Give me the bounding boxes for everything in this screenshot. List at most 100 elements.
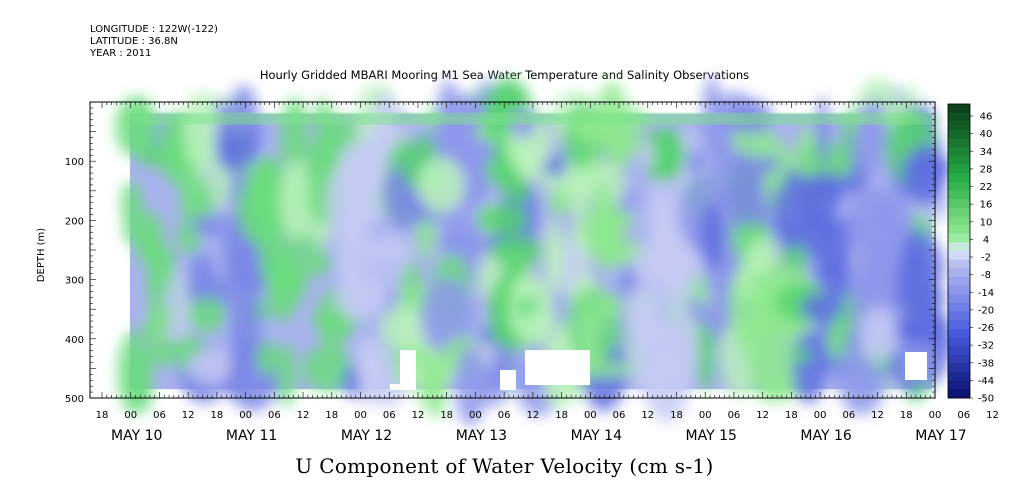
heatmap-blob: [299, 249, 332, 277]
colorbar-swatch: [948, 104, 970, 114]
x-day-label: MAY 10: [111, 428, 162, 444]
latitude-label: LATITUDE : 36.8N: [90, 36, 178, 47]
x-tick-label: 00: [699, 410, 712, 421]
colorbar-swatch: [948, 164, 970, 174]
colorbar-label: -26: [978, 323, 994, 334]
heatmap-blob: [165, 112, 183, 163]
x-tick-label: 00: [354, 410, 367, 421]
colorbar-swatch: [948, 207, 970, 217]
heatmap-blob: [699, 201, 725, 272]
heatmap-blob: [145, 341, 179, 367]
x-tick-label: 00: [239, 410, 252, 421]
heatmap-blob: [815, 96, 830, 163]
colorbar: 46 40 34 28 22 16 10 4 -2 -8 -14 -20 -26 -32 -38 -44 -50: [947, 103, 994, 405]
colorbar-swatch: [948, 320, 970, 330]
heatmap-blob: [279, 160, 315, 240]
colorbar-swatch: [948, 233, 970, 243]
x-tick-label: 12: [412, 410, 425, 421]
heatmap-blob: [653, 128, 686, 180]
colorbar-swatch: [948, 328, 970, 338]
y-tick-label: 200: [65, 216, 84, 227]
x-tick-label: 06: [728, 410, 741, 421]
colorbar-swatch: [948, 251, 970, 261]
heatmap-blob: [580, 361, 634, 378]
colorbar-swatch: [948, 354, 970, 364]
heatmap-blob: [135, 97, 149, 151]
heatmap-blob: [693, 301, 740, 330]
x-axis: 18 00 06 12 18 00 06 12 18 00 06 12 18 00 06 12 18 00 06 12…: [96, 410, 999, 444]
heatmap-blob: [417, 157, 466, 214]
heatmap-blob: [503, 177, 531, 204]
heatmap-blob: [725, 155, 774, 235]
heatmap-blob: [730, 124, 778, 157]
heatmap-blob: [633, 304, 650, 325]
y-tick-label: 500: [65, 394, 84, 405]
colorbar-swatch: [948, 294, 970, 304]
colorbar-swatch: [948, 199, 970, 209]
colorbar-label: 4: [983, 235, 989, 246]
colorbar-label: 46: [980, 112, 993, 123]
x-tick-label: 00: [584, 410, 597, 421]
colorbar-swatch: [948, 138, 970, 148]
heatmap-blob: [490, 235, 543, 268]
colorbar-swatch: [948, 337, 970, 347]
x-tick-label: 06: [268, 410, 281, 421]
colorbar-label: 40: [980, 129, 993, 140]
heatmap-blob: [900, 155, 954, 181]
heatmap-blob: [189, 296, 226, 333]
x-tick-label: 18: [555, 410, 568, 421]
x-tick-label: 18: [440, 410, 453, 421]
colorbar-border: [947, 103, 971, 399]
x-day-label: MAY 11: [226, 428, 277, 444]
no-data-mask: [905, 352, 927, 380]
heatmap-blob: [515, 295, 541, 317]
heatmap-blob: [679, 371, 694, 392]
x-tick-label: 06: [498, 410, 511, 421]
x-tick-label: 18: [96, 410, 109, 421]
x-tick-label: 12: [182, 410, 195, 421]
heatmap-blob: [821, 247, 851, 311]
x-tick-label: 12: [641, 410, 654, 421]
x-day-label: MAY 14: [571, 428, 622, 444]
heatmap-blob: [652, 213, 665, 274]
no-data-mask: [525, 350, 590, 385]
colorbar-swatch: [948, 190, 970, 200]
x-tick-label: 12: [871, 410, 884, 421]
heatmap-field: [115, 75, 954, 427]
heatmap-blob: [346, 199, 369, 227]
heatmap-blob: [595, 293, 623, 318]
heatmap-blob: [379, 305, 429, 352]
heatmap-blob: [340, 140, 375, 180]
heatmap-blob: [595, 209, 635, 232]
colorbar-swatch: [948, 259, 970, 269]
x-tick-label: 12: [986, 410, 999, 421]
colorbar-swatch: [948, 311, 970, 321]
heatmap-blob: [592, 197, 623, 272]
colorbar-label: -44: [978, 376, 994, 387]
heatmap-blob: [687, 149, 704, 175]
colorbar-swatch: [948, 363, 970, 373]
heatmap-blob: [767, 168, 786, 189]
longitude-label: LONGITUDE : 122W(-122): [90, 24, 218, 35]
colorbar-label: -8: [981, 270, 991, 281]
heatmap-blob: [627, 320, 681, 341]
heatmap-blob: [892, 287, 948, 308]
heatmap-blob: [135, 232, 164, 265]
heatmap-blob: [191, 216, 221, 235]
x-tick-label: 18: [900, 410, 913, 421]
colorbar-label: -20: [978, 305, 994, 316]
heatmap-blob: [545, 220, 565, 292]
x-tick-label: 12: [526, 410, 539, 421]
heatmap-blob: [802, 140, 854, 182]
colorbar-swatch: [948, 302, 970, 313]
heatmap-blob: [215, 130, 255, 170]
x-day-label: MAY 15: [686, 428, 737, 444]
y-tick-label: 100: [65, 157, 84, 168]
colorbar-swatch: [948, 173, 970, 183]
heatmap-blob: [431, 349, 447, 421]
colorbar-label: -38: [978, 358, 994, 369]
y-tick-label: 300: [65, 276, 84, 287]
colorbar-swatch: [948, 181, 970, 191]
colorbar-label: -2: [981, 253, 991, 264]
